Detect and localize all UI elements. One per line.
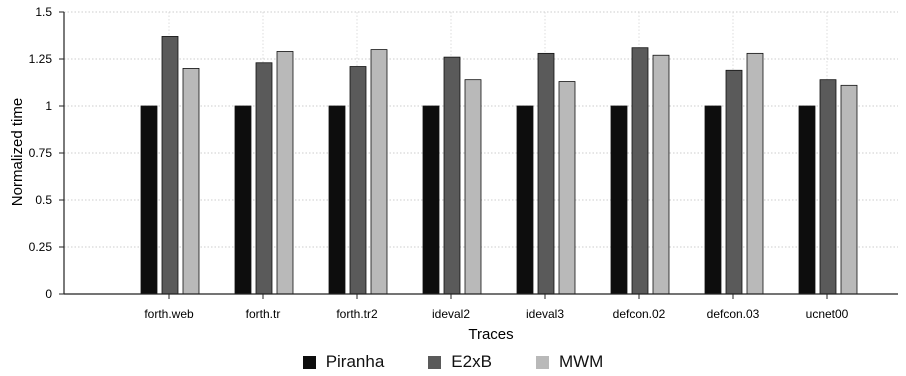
bar-piranha-defcon-02 xyxy=(610,105,628,295)
bar-mwm-ideval3 xyxy=(558,81,576,295)
x-tick-label: ucnet00 xyxy=(806,307,849,321)
legend-item-e2xb: E2xB xyxy=(428,352,492,372)
y-axis-label: Normalized time xyxy=(9,98,26,206)
bar-mwm-defcon-03 xyxy=(746,52,764,295)
bar-mwm-forth-tr xyxy=(276,51,294,295)
bar-mwm-ideval2 xyxy=(464,79,482,295)
bar-piranha-forth-tr xyxy=(234,105,252,295)
x-tick-label: ideval3 xyxy=(526,307,564,321)
bar-piranha-forth-tr2 xyxy=(328,105,346,295)
bars xyxy=(140,36,858,295)
x-tick-label: defcon.03 xyxy=(707,307,760,321)
x-tick-label: forth.tr2 xyxy=(336,307,378,321)
y-tick-label: 0.75 xyxy=(29,146,53,160)
legend-swatch-piranha xyxy=(302,355,316,369)
legend-swatch-mwm xyxy=(535,355,549,369)
legend-item-piranha: Piranha xyxy=(302,352,385,372)
bar-piranha-defcon-03 xyxy=(704,105,722,295)
bar-mwm-defcon-02 xyxy=(652,54,670,295)
bar-piranha-ideval2 xyxy=(422,105,440,295)
x-axis-ticks: forth.web forth.tr forth.tr2 ideval2 ideval3… xyxy=(144,294,849,321)
y-tick-label: 0.25 xyxy=(29,240,53,254)
x-axis-label: Traces xyxy=(468,326,513,343)
bar-piranha-ideval3 xyxy=(516,105,534,295)
x-tick-label: forth.tr xyxy=(246,307,281,321)
bar-e2xb-forth-web xyxy=(161,36,179,295)
bar-mwm-forth-tr2 xyxy=(370,49,388,295)
y-tick-label: 1.5 xyxy=(35,5,52,19)
x-tick-label: ideval2 xyxy=(432,307,470,321)
x-tick-label: defcon.02 xyxy=(613,307,666,321)
bar-mwm-forth-web xyxy=(182,68,200,295)
bar-e2xb-defcon-03 xyxy=(725,69,743,295)
bar-piranha-forth-web xyxy=(140,105,158,295)
bar-e2xb-forth-tr2 xyxy=(349,66,367,295)
bar-e2xb-ideval2 xyxy=(443,56,461,295)
y-tick-label: 1.25 xyxy=(29,52,53,66)
legend-item-mwm: MWM xyxy=(535,352,604,372)
legend-swatch-e2xb xyxy=(428,355,442,369)
bar-e2xb-forth-tr xyxy=(255,62,273,295)
legend: Piranha E2xB MWM xyxy=(0,352,906,372)
bar-piranha-ucnet00 xyxy=(798,105,816,295)
legend-label-mwm: MWM xyxy=(558,352,604,371)
bar-e2xb-ideval3 xyxy=(537,52,555,295)
bar-mwm-ucnet00 xyxy=(840,84,858,295)
y-axis-ticks: 0 0.25 0.5 0.75 1 1.25 1.5 xyxy=(29,5,64,301)
y-tick-label: 1 xyxy=(45,99,52,113)
bar-e2xb-ucnet00 xyxy=(819,79,837,295)
bar-e2xb-defcon-02 xyxy=(631,47,649,295)
y-tick-label: 0 xyxy=(45,287,52,301)
y-tick-label: 0.5 xyxy=(35,193,52,207)
legend-label-piranha: Piranha xyxy=(325,352,385,371)
legend-label-e2xb: E2xB xyxy=(451,352,492,371)
x-tick-label: forth.web xyxy=(144,307,194,321)
